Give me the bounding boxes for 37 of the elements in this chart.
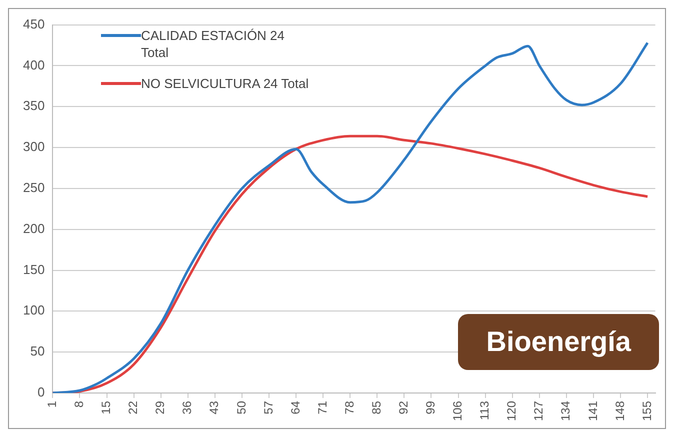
y-tick-label: 350 bbox=[22, 98, 45, 114]
x-tick-label: 22 bbox=[126, 400, 140, 414]
y-tick-label: 50 bbox=[30, 344, 45, 359]
x-tick-label: 1 bbox=[45, 400, 59, 408]
x-tick-label: 134 bbox=[558, 400, 573, 422]
x-tick-label: 99 bbox=[424, 400, 438, 414]
x-tick-label: 148 bbox=[612, 400, 627, 422]
y-tick-label: 200 bbox=[22, 220, 45, 236]
x-tick-label: 141 bbox=[586, 400, 600, 422]
x-tick-label: 8 bbox=[72, 400, 86, 408]
x-tick-label: 36 bbox=[180, 400, 194, 414]
line-series bbox=[52, 42, 649, 393]
x-tick-label: 113 bbox=[478, 400, 492, 420]
x-tick-label: 57 bbox=[261, 400, 276, 414]
x-tick-label: 127 bbox=[532, 400, 546, 422]
y-tick-label: 450 bbox=[22, 16, 45, 32]
y-tick-label: 150 bbox=[22, 262, 45, 277]
x-tick-label: 155 bbox=[640, 400, 654, 422]
y-tick-label: 100 bbox=[22, 302, 45, 318]
legend-label: NO SELVICULTURA 24 Total bbox=[141, 75, 309, 92]
x-tick-label: 71 bbox=[315, 400, 330, 414]
x-tick-label: 85 bbox=[369, 400, 384, 414]
y-tick-label: 400 bbox=[22, 57, 45, 72]
x-tick-label: 106 bbox=[450, 400, 465, 422]
y-tick-label: 250 bbox=[22, 180, 45, 196]
annotation: Bioenergía bbox=[458, 314, 659, 370]
x-tick-label: 78 bbox=[342, 400, 356, 414]
x-tick-label: 92 bbox=[396, 400, 411, 414]
x-tick-label: 120 bbox=[504, 400, 519, 422]
x-tick-label: 43 bbox=[207, 400, 222, 414]
y-tick-label: 0 bbox=[37, 384, 45, 400]
x-tick-label: 64 bbox=[288, 400, 302, 414]
y-tick-label: 300 bbox=[22, 139, 45, 154]
x-tick-label: 29 bbox=[153, 400, 168, 414]
legend-label: CALIDAD ESTACIÓN 24 Total bbox=[141, 27, 286, 61]
x-tick-label: 15 bbox=[99, 400, 114, 414]
x-tick-label: 50 bbox=[234, 400, 248, 414]
